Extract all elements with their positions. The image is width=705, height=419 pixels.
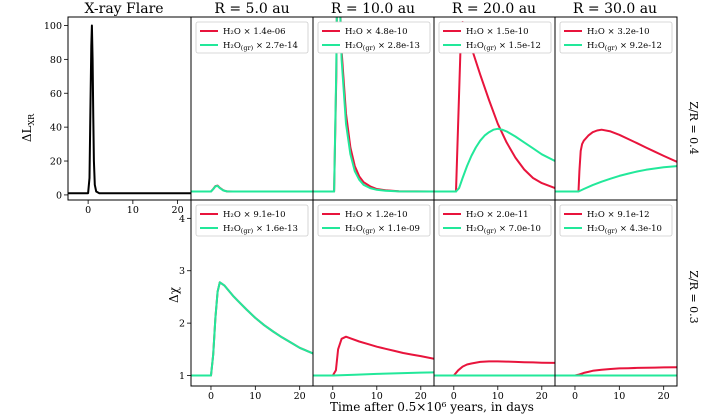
legends-layer: H₂O × 1.4e-06 H₂O(gr) × 2.7e-14 H₂O × 4.8e… [195, 21, 673, 237]
series-line-R30_Z04-water [555, 128, 677, 193]
legend-R20_Z04 [438, 21, 552, 54]
series-layer [68, 17, 677, 377]
y-tick-label-flare: 40 [50, 123, 62, 134]
x-tick-label-R5_Z03: 10 [249, 391, 261, 402]
series-line-R10_Z04-ice [313, 17, 434, 193]
column-title-r10: R = 10.0 au [331, 1, 415, 17]
column-title-r20: R = 20.0 au [452, 1, 536, 17]
legend-label-water: H₂O × 4.8e-10 [345, 27, 408, 37]
series-line-R5_Z04-ice [191, 184, 313, 193]
x-tick-label-R30_Z03: 10 [613, 391, 625, 402]
series-line-R10_Z03-ice [313, 371, 434, 377]
panel-frame-flare [67, 16, 192, 201]
column-title-r5: R = 5.0 au [214, 1, 289, 17]
legend-R5_Z04 [195, 21, 309, 54]
legend-R30_Z03 [559, 204, 673, 237]
series-line-R20_Z04-ice [434, 127, 555, 193]
series-line-R30_Z03-water [555, 366, 677, 377]
y-tick-label-flare: 60 [50, 89, 62, 100]
legend-label-ice: H₂O(gr) × 1.5e-12 [466, 41, 541, 52]
series-line-R10_Z03-water [313, 335, 434, 377]
legend-label-ice: H₂O(gr) × 1.1e-09 [345, 224, 420, 235]
legend-label-water: H₂O × 9.1e-12 [587, 210, 650, 220]
x-tick-label-R30_Z03: 20 [658, 391, 670, 402]
x-tick-label-R20_Z03: 20 [536, 391, 548, 402]
y-tick-label-flare: 100 [44, 21, 62, 32]
x-tick-label-flare: 20 [172, 205, 184, 216]
y-tick-label-flare: 20 [50, 157, 62, 168]
x-tick-label-R10_Z03: 0 [330, 391, 336, 402]
y-tick-label-R5_Z03: 1 [179, 371, 185, 382]
legend-R10_Z03 [317, 204, 431, 237]
y-tick-label-flare: 0 [56, 190, 62, 201]
column-title-flare: X-ray Flare [84, 1, 163, 17]
row-label-bottom: Z/R = 0.3 [687, 270, 700, 323]
x-tick-label-flare: 10 [127, 205, 139, 216]
panel-frame-R30_Z03 [554, 199, 678, 387]
series-line-R5_Z03-ice [191, 281, 313, 377]
legend-label-water: H₂O × 1.5e-10 [466, 27, 529, 37]
x-tick-label-R30_Z03: 0 [572, 391, 578, 402]
frames-layer [67, 16, 678, 387]
legend-label-water: H₂O × 1.2e-10 [345, 210, 408, 220]
y-tick-label-flare: 80 [50, 55, 62, 66]
x-tick-label-R10_Z03: 10 [371, 391, 383, 402]
legend-label-water: H₂O × 9.1e-10 [223, 210, 286, 220]
x-tick-label-R10_Z03: 20 [415, 391, 427, 402]
legend-label-water: H₂O × 2.0e-11 [466, 210, 529, 220]
x-tick-label-flare: 0 [85, 205, 91, 216]
x-tick-label-R5_Z03: 20 [294, 391, 306, 402]
y-axis-title-top: ΔLXR [20, 113, 36, 142]
legend-label-water: H₂O × 3.2e-10 [587, 27, 650, 37]
x-axis-title: Time after 0.5×10⁶ years, in days [330, 400, 534, 414]
y-tick-label-R5_Z03: 4 [179, 214, 185, 225]
x-tick-label-R5_Z03: 0 [208, 391, 214, 402]
y-tick-label-R5_Z03: 3 [179, 266, 185, 277]
legend-R10_Z04 [317, 21, 431, 54]
series-line-R5_Z03-water [191, 281, 313, 377]
x-tick-label-R20_Z03: 10 [492, 391, 504, 402]
y-axis-title-bottom: Δχ [167, 286, 181, 303]
column-title-r30: R = 30.0 au [573, 1, 657, 17]
legend-label-ice: H₂O(gr) × 2.7e-14 [223, 41, 298, 52]
x-tick-label-R20_Z03: 0 [451, 391, 457, 402]
legend-label-ice: H₂O(gr) × 1.6e-13 [223, 224, 298, 235]
series-line-R20_Z03-water [434, 360, 555, 377]
legend-label-ice: H₂O(gr) × 2.8e-13 [345, 41, 420, 52]
row-label-top: Z/R = 0.4 [687, 101, 700, 154]
legend-label-ice: H₂O(gr) × 4.3e-10 [587, 224, 662, 235]
legend-R20_Z03 [438, 204, 552, 237]
legend-label-water: H₂O × 1.4e-06 [223, 27, 286, 37]
legend-label-ice: H₂O(gr) × 9.2e-12 [587, 41, 662, 52]
series-line-R30_Z04-ice [555, 165, 677, 193]
legend-R5_Z03 [195, 204, 309, 237]
legend-label-ice: H₂O(gr) × 7.0e-10 [466, 224, 541, 235]
series-line-flare-flare [68, 24, 191, 195]
legend-R30_Z04 [559, 21, 673, 54]
y-tick-label-R5_Z03: 2 [179, 319, 185, 330]
